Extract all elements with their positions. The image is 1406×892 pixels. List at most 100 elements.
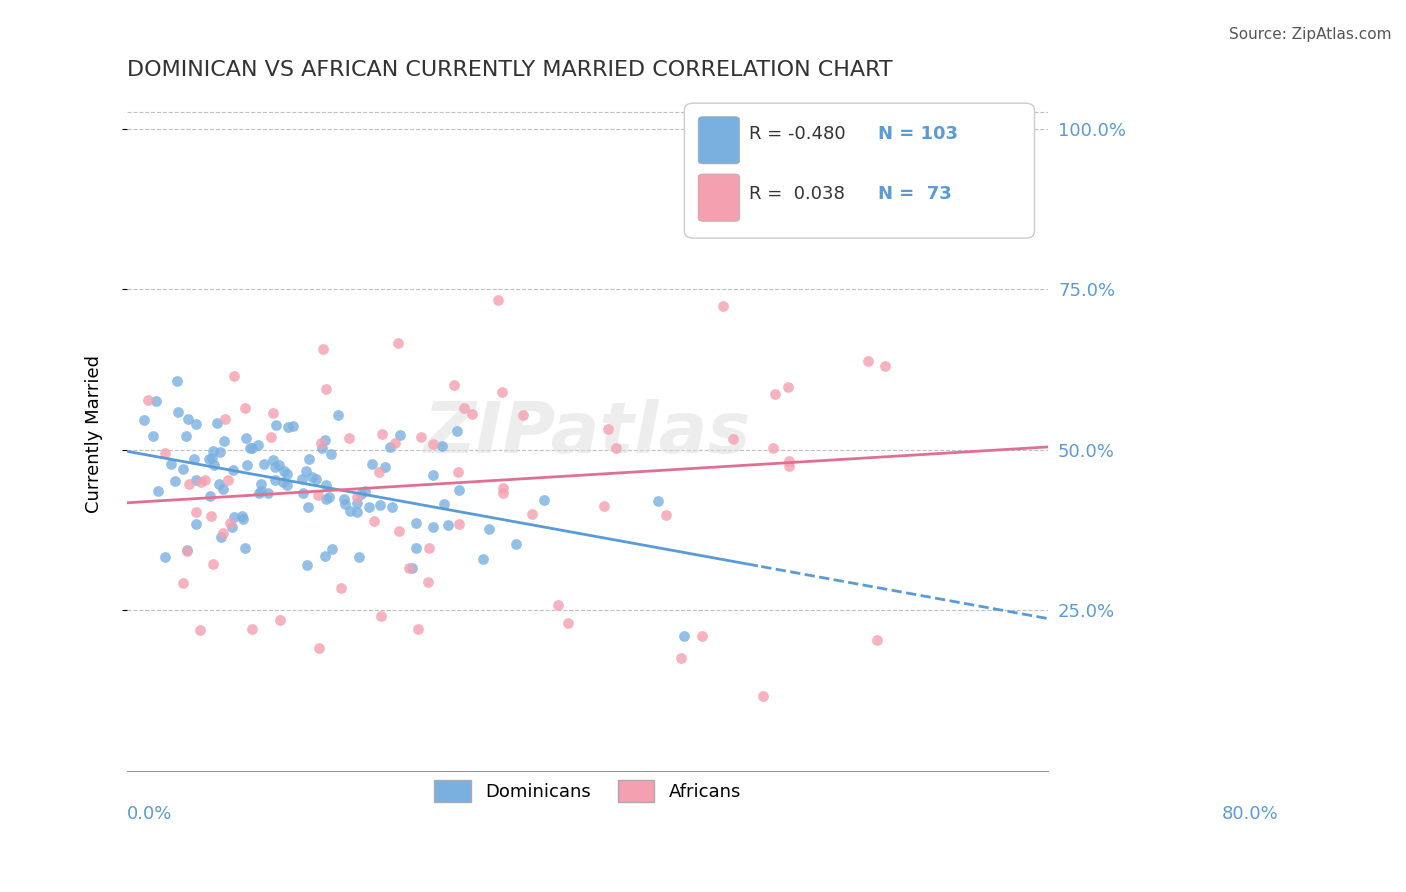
Point xyxy=(232,512,254,526)
Point xyxy=(447,483,470,498)
Point xyxy=(222,510,245,524)
Point xyxy=(381,500,404,515)
Point xyxy=(208,476,231,491)
Point xyxy=(153,446,176,460)
Point xyxy=(346,505,368,519)
Text: N =  73: N = 73 xyxy=(877,186,952,203)
Point xyxy=(752,689,775,703)
Point xyxy=(305,472,328,486)
Point xyxy=(491,384,513,399)
Point xyxy=(190,475,212,489)
Point xyxy=(257,486,280,500)
Point xyxy=(177,477,200,491)
Point xyxy=(446,424,468,438)
Point xyxy=(512,408,534,422)
Point xyxy=(307,488,329,502)
Point xyxy=(370,608,392,623)
Point xyxy=(346,496,368,510)
Point xyxy=(314,549,336,564)
Text: 80.0%: 80.0% xyxy=(1222,805,1278,823)
Point xyxy=(384,436,406,450)
Point xyxy=(291,485,314,500)
Point xyxy=(346,490,368,504)
Point xyxy=(177,412,200,426)
Point xyxy=(763,387,786,401)
Point xyxy=(592,499,614,513)
Point xyxy=(184,505,207,519)
Point xyxy=(447,465,470,479)
Point xyxy=(214,411,236,425)
Point xyxy=(347,550,370,565)
Point xyxy=(295,558,318,572)
Point xyxy=(491,481,513,495)
Point xyxy=(472,552,495,566)
Point xyxy=(202,443,225,458)
Point xyxy=(354,483,377,498)
Point xyxy=(250,483,273,498)
FancyBboxPatch shape xyxy=(699,174,740,221)
Point xyxy=(301,470,323,484)
Point xyxy=(449,517,471,532)
Point xyxy=(332,492,354,507)
Point xyxy=(264,459,287,474)
Point xyxy=(374,460,396,475)
Point xyxy=(778,380,800,394)
Point xyxy=(337,431,360,445)
Point xyxy=(295,464,318,478)
Point xyxy=(378,440,401,454)
Point xyxy=(239,441,262,455)
Point xyxy=(723,432,745,446)
Point xyxy=(188,623,211,637)
Point xyxy=(155,549,177,564)
Point xyxy=(856,353,879,368)
Text: R = -0.480: R = -0.480 xyxy=(749,125,845,143)
Point xyxy=(231,509,253,524)
Point xyxy=(406,622,429,636)
Point xyxy=(315,491,337,506)
Point xyxy=(387,336,409,351)
Point xyxy=(443,378,465,392)
Point xyxy=(363,514,385,528)
Point xyxy=(240,442,263,456)
Point xyxy=(339,503,361,517)
Point xyxy=(388,524,411,538)
Point xyxy=(762,442,785,456)
Point xyxy=(184,473,207,487)
Point xyxy=(221,520,243,534)
FancyBboxPatch shape xyxy=(685,103,1035,238)
Point xyxy=(233,401,256,416)
Point xyxy=(249,477,271,491)
Point xyxy=(673,629,696,643)
Point xyxy=(401,561,423,575)
Point xyxy=(315,382,337,396)
Point xyxy=(240,622,263,636)
Point xyxy=(145,393,167,408)
Point xyxy=(172,462,194,476)
Point xyxy=(136,392,159,407)
Point xyxy=(360,457,382,471)
Point xyxy=(315,478,337,492)
Point xyxy=(492,485,515,500)
Text: ZIPatlas: ZIPatlas xyxy=(425,400,751,468)
Point xyxy=(486,293,509,308)
Point xyxy=(264,473,287,487)
Point xyxy=(368,498,391,512)
Point xyxy=(690,629,713,643)
Point xyxy=(598,422,620,436)
Point xyxy=(276,478,298,492)
Point xyxy=(326,408,349,422)
Point xyxy=(866,632,889,647)
Point xyxy=(505,537,527,551)
Point xyxy=(176,544,198,558)
Point xyxy=(321,447,343,461)
Point xyxy=(418,541,440,555)
Point xyxy=(167,405,190,419)
Point xyxy=(333,497,356,511)
Point xyxy=(297,500,319,514)
Point xyxy=(266,417,288,432)
Point xyxy=(271,475,294,489)
Point xyxy=(357,500,380,514)
Point xyxy=(281,418,304,433)
Point xyxy=(146,483,169,498)
Point xyxy=(686,205,709,219)
